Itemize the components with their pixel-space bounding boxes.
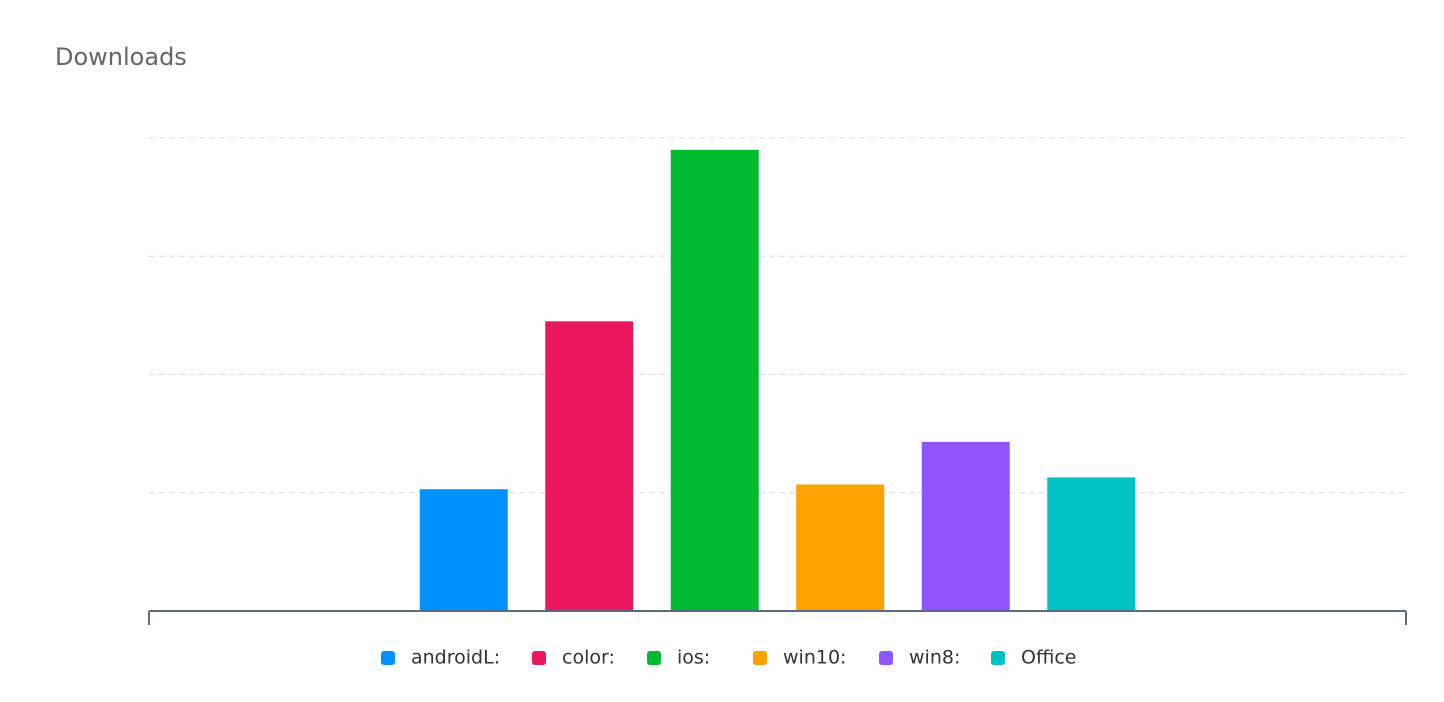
bar <box>670 149 759 611</box>
legend-swatch <box>532 651 546 665</box>
legend-swatch <box>753 651 767 665</box>
legend-swatch <box>991 651 1005 665</box>
legend-swatch <box>381 651 395 665</box>
legend-label: androidL: <box>411 647 500 669</box>
legend-label: win8: <box>909 647 960 669</box>
bar <box>419 489 508 611</box>
legend-swatch <box>647 651 661 665</box>
legend-label: win10: <box>783 647 846 669</box>
legend-swatch <box>879 651 893 665</box>
bar <box>545 321 634 611</box>
bar <box>921 441 1010 611</box>
chart-title: Downloads <box>55 43 187 71</box>
legend-label: Office <box>1021 647 1076 669</box>
bar <box>796 484 885 611</box>
legend-label: color: <box>562 647 615 669</box>
bar <box>1047 477 1136 611</box>
legend-label: ios: <box>677 647 710 669</box>
